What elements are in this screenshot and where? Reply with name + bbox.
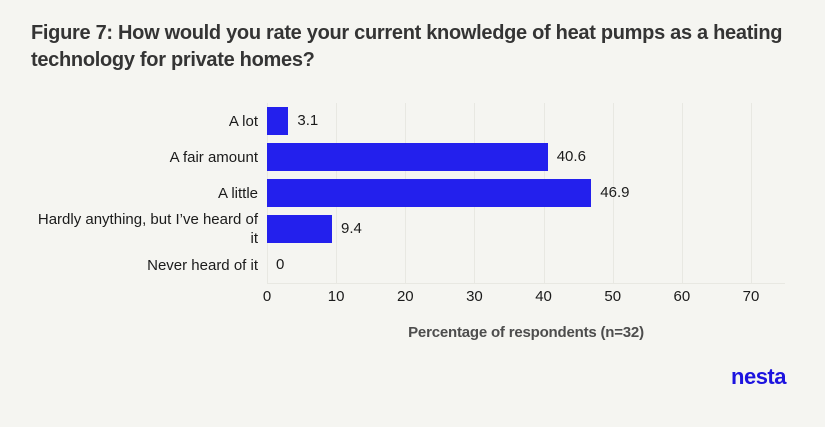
value-label: 40.6 (556, 148, 586, 165)
bar (267, 143, 548, 171)
category-label: A little (217, 184, 258, 202)
x-tick-label: 20 (396, 288, 414, 305)
bar (267, 179, 592, 207)
x-tick-label: 40 (535, 288, 552, 305)
category-label: A lot (228, 112, 258, 130)
category-axis: A lot A fair amount A little Hardly anythin… (30, 103, 258, 283)
nesta-logo: nesta (731, 364, 786, 389)
x-tick-label: 60 (673, 288, 691, 305)
category-label: A fair amount (169, 148, 258, 166)
x-axis-line (267, 283, 785, 284)
bar (267, 215, 332, 243)
category-label: Hardly anything, but I’ve heard of it (37, 211, 258, 247)
value-label: 46.9 (600, 184, 630, 201)
gridline-x-60 (681, 103, 683, 283)
x-tick-label: 50 (604, 288, 622, 305)
figure-title: Figure 7: How would you rate your curren… (31, 22, 783, 71)
bar (267, 107, 289, 135)
x-tick-label: 70 (742, 288, 760, 305)
x-tick-label: 10 (327, 288, 345, 305)
category-label: Never heard of it (147, 256, 258, 274)
x-tick-label: 0 (262, 288, 272, 305)
value-label: 3.1 (297, 112, 319, 129)
gridline-x-50 (612, 103, 614, 283)
x-tick-label: 30 (466, 288, 483, 305)
gridline-x-70 (751, 103, 752, 283)
value-label: 0 (276, 256, 285, 273)
plot-area: 0 10 20 30 40 50 60 70 3.1 40.6 46.9 9.4 0 (263, 103, 785, 305)
value-label: 9.4 (340, 220, 362, 237)
x-axis-title: Percentage of respondents (n=32) (408, 324, 644, 341)
